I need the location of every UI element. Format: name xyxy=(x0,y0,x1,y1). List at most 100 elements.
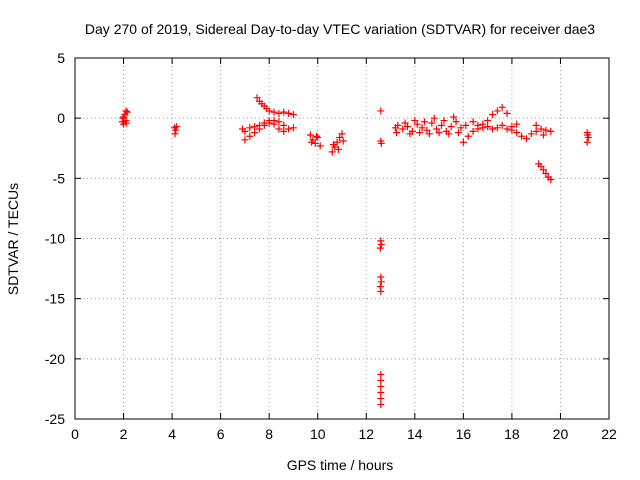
data-point xyxy=(377,370,385,378)
data-point xyxy=(334,145,342,153)
data-point xyxy=(547,127,555,135)
data-point xyxy=(122,107,130,115)
x-tick-label: 0 xyxy=(71,426,79,442)
data-point xyxy=(413,120,421,128)
y-tick-label: -25 xyxy=(45,411,65,427)
data-point xyxy=(493,124,501,132)
data-point xyxy=(280,127,288,135)
data-point xyxy=(537,125,545,133)
data-point xyxy=(289,124,297,132)
data-point xyxy=(377,395,385,403)
data-point xyxy=(377,278,385,286)
data-point xyxy=(455,129,463,137)
y-tick-label: -20 xyxy=(45,351,65,367)
data-point xyxy=(289,111,297,119)
data-point xyxy=(469,118,477,126)
x-tick-label: 10 xyxy=(310,426,326,442)
y-tick-label: -10 xyxy=(45,231,65,247)
y-tick-label: 5 xyxy=(57,50,65,66)
data-point xyxy=(270,120,278,128)
data-point xyxy=(377,139,385,147)
x-tick-label: 18 xyxy=(504,426,520,442)
data-point xyxy=(280,121,288,129)
x-tick-label: 14 xyxy=(407,426,423,442)
data-point xyxy=(333,138,341,146)
data-point xyxy=(438,121,446,129)
chart-title: Day 270 of 2019, Sidereal Day-to-day VTE… xyxy=(85,21,595,37)
data-point xyxy=(513,120,521,128)
data-point xyxy=(418,124,426,132)
data-point xyxy=(518,132,526,140)
data-point xyxy=(445,130,453,138)
data-point xyxy=(251,123,259,131)
data-point xyxy=(433,125,441,133)
data-point xyxy=(393,129,401,137)
data-point xyxy=(265,117,273,125)
data-point xyxy=(498,121,506,129)
data-point xyxy=(336,133,344,141)
data-point xyxy=(503,109,511,117)
data-point xyxy=(484,117,492,125)
data-point xyxy=(275,125,283,133)
data-point xyxy=(306,131,314,139)
data-point xyxy=(584,131,592,139)
data-point xyxy=(459,138,467,146)
data-point xyxy=(394,121,402,129)
x-tick-label: 16 xyxy=(456,426,472,442)
x-tick-label: 2 xyxy=(120,426,128,442)
data-point xyxy=(255,121,263,129)
data-point xyxy=(513,129,521,137)
data-point xyxy=(503,125,511,133)
data-point xyxy=(527,130,535,138)
data-point xyxy=(401,119,409,127)
data-point xyxy=(172,123,180,131)
data-point xyxy=(484,123,492,131)
data-point xyxy=(377,383,385,391)
data-point xyxy=(280,108,288,116)
data-point xyxy=(171,130,179,138)
x-tick-label: 4 xyxy=(168,426,176,442)
data-point xyxy=(532,121,540,129)
data-point xyxy=(246,132,254,140)
x-tick-label: 8 xyxy=(265,426,273,442)
data-point xyxy=(488,111,496,119)
data-point xyxy=(377,241,385,249)
data-point xyxy=(377,389,385,397)
data-point xyxy=(123,108,131,116)
data-point xyxy=(411,117,419,125)
x-tick-label: 12 xyxy=(358,426,374,442)
data-point xyxy=(260,119,268,127)
data-point xyxy=(338,130,346,138)
data-point xyxy=(377,107,385,115)
data-point xyxy=(406,130,414,138)
data-point xyxy=(313,132,321,140)
x-tick-label: 22 xyxy=(601,426,617,442)
data-point xyxy=(542,126,550,134)
data-point xyxy=(469,127,477,135)
data-point xyxy=(421,118,429,126)
data-point xyxy=(316,142,324,150)
data-point xyxy=(532,127,540,135)
data-point xyxy=(542,170,550,178)
data-point xyxy=(539,166,547,174)
data-point xyxy=(474,121,482,129)
data-point xyxy=(122,119,130,127)
data-point xyxy=(423,126,431,134)
data-point xyxy=(452,118,460,126)
data-point xyxy=(462,121,470,129)
data-point xyxy=(539,131,547,139)
data-point xyxy=(275,109,283,117)
data-point xyxy=(275,118,283,126)
y-axis-title: SDTVAR / TECUs xyxy=(5,183,21,295)
data-point xyxy=(376,244,384,252)
data-point xyxy=(172,126,180,134)
data-point xyxy=(328,148,336,156)
data-point xyxy=(416,129,424,137)
data-point xyxy=(583,138,591,146)
grid xyxy=(75,58,609,419)
y-tick-label: 0 xyxy=(57,110,65,126)
data-point xyxy=(464,132,472,140)
data-point xyxy=(251,129,259,137)
data-point xyxy=(246,124,254,132)
